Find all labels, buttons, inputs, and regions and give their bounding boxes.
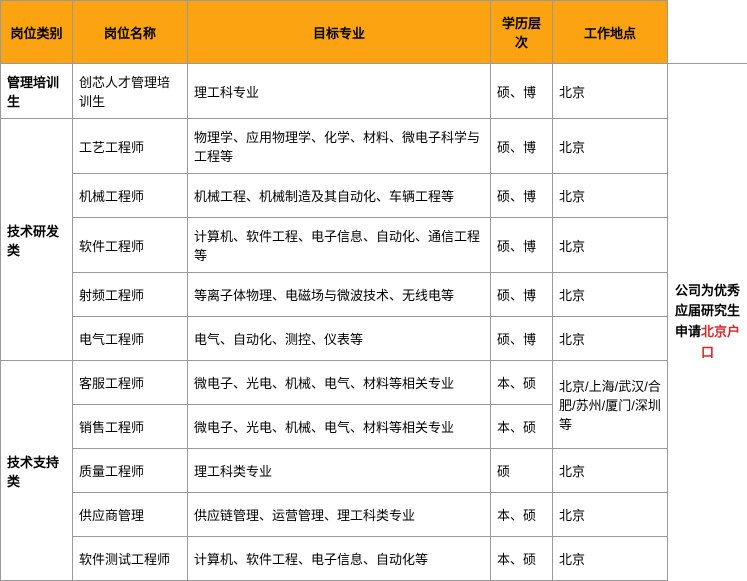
header-loc: 工作地点	[553, 1, 668, 64]
job-name: 客服工程师	[73, 361, 188, 405]
job-major: 微电子、光电、机械、电气、材料等相关专业	[188, 405, 491, 449]
job-major: 理工科类专业	[188, 449, 491, 493]
job-loc: 北京	[553, 174, 668, 218]
recruitment-table: 岗位类别 岗位名称 目标专业 学历层次 工作地点 管理培训生 创芯人才管理培训生…	[0, 0, 747, 581]
job-loc: 北京	[553, 493, 668, 537]
note-text-red: 北京户口	[701, 324, 740, 360]
job-loc: 北京	[553, 449, 668, 493]
job-loc: 北京	[553, 119, 668, 174]
job-major: 等离子体物理、电磁场与微波技术、无线电等	[188, 273, 491, 317]
job-edu: 本、硕	[491, 405, 553, 449]
job-edu: 本、硕	[491, 537, 553, 581]
job-edu: 本、硕	[491, 493, 553, 537]
job-edu: 硕、博	[491, 174, 553, 218]
job-edu: 硕、博	[491, 119, 553, 174]
job-name: 软件工程师	[73, 218, 188, 273]
note-cell: 公司为优秀应届研究生申请北京户口	[668, 64, 747, 581]
job-major: 微电子、光电、机械、电气、材料等相关专业	[188, 361, 491, 405]
table-row: 供应商管理 供应链管理、运营管理、理工科类专业 本、硕 北京	[1, 493, 747, 537]
category-cell: 管理培训生	[1, 64, 73, 119]
job-edu: 硕、博	[491, 273, 553, 317]
job-edu: 硕、博	[491, 317, 553, 361]
job-loc: 北京	[553, 273, 668, 317]
job-major: 机械工程、机械制造及其自动化、车辆工程等	[188, 174, 491, 218]
job-name: 电气工程师	[73, 317, 188, 361]
job-name: 质量工程师	[73, 449, 188, 493]
table-row: 机械工程师 机械工程、机械制造及其自动化、车辆工程等 硕、博 北京	[1, 174, 747, 218]
header-name: 岗位名称	[73, 1, 188, 64]
job-name: 工艺工程师	[73, 119, 188, 174]
job-loc: 北京	[553, 537, 668, 581]
job-loc: 北京	[553, 317, 668, 361]
header-edu: 学历层次	[491, 1, 553, 64]
job-name: 射频工程师	[73, 273, 188, 317]
job-name: 机械工程师	[73, 174, 188, 218]
job-name: 销售工程师	[73, 405, 188, 449]
job-edu: 本、硕	[491, 361, 553, 405]
header-row: 岗位类别 岗位名称 目标专业 学历层次 工作地点	[1, 1, 747, 64]
table-row: 技术研发类 工艺工程师 物理学、应用物理学、化学、材料、微电子科学与工程等 硕、…	[1, 119, 747, 174]
category-cell: 技术研发类	[1, 119, 73, 361]
job-name: 供应商管理	[73, 493, 188, 537]
job-name: 创芯人才管理培训生	[73, 64, 188, 119]
job-major: 供应链管理、运营管理、理工科类专业	[188, 493, 491, 537]
table-row: 射频工程师 等离子体物理、电磁场与微波技术、无线电等 硕、博 北京	[1, 273, 747, 317]
table-row: 软件工程师 计算机、软件工程、电子信息、自动化、通信工程等 硕、博 北京	[1, 218, 747, 273]
job-loc: 北京	[553, 64, 668, 119]
table-row: 电气工程师 电气、自动化、测控、仪表等 硕、博 北京	[1, 317, 747, 361]
table-row: 质量工程师 理工科类专业 硕 北京	[1, 449, 747, 493]
table-row: 管理培训生 创芯人才管理培训生 理工科专业 硕、博 北京 公司为优秀应届研究生申…	[1, 64, 747, 119]
job-edu: 硕、博	[491, 64, 553, 119]
job-loc: 北京	[553, 218, 668, 273]
table-body: 管理培训生 创芯人才管理培训生 理工科专业 硕、博 北京 公司为优秀应届研究生申…	[1, 64, 747, 581]
job-loc: 北京/上海/武汉/合肥/苏州/厦门/深圳等	[553, 361, 668, 449]
job-edu: 硕	[491, 449, 553, 493]
job-major: 电气、自动化、测控、仪表等	[188, 317, 491, 361]
header-category: 岗位类别	[1, 1, 73, 64]
table-row: 技术支持类 客服工程师 微电子、光电、机械、电气、材料等相关专业 本、硕 北京/…	[1, 361, 747, 405]
job-name: 软件测试工程师	[73, 537, 188, 581]
job-edu: 硕、博	[491, 218, 553, 273]
job-major: 理工科专业	[188, 64, 491, 119]
table-row: 软件测试工程师 计算机、软件工程、电子信息、自动化等 本、硕 北京	[1, 537, 747, 581]
category-cell: 技术支持类	[1, 361, 73, 581]
job-major: 物理学、应用物理学、化学、材料、微电子科学与工程等	[188, 119, 491, 174]
job-major: 计算机、软件工程、电子信息、自动化、通信工程等	[188, 218, 491, 273]
header-major: 目标专业	[188, 1, 491, 64]
header-note-blank	[668, 1, 747, 64]
job-major: 计算机、软件工程、电子信息、自动化等	[188, 537, 491, 581]
